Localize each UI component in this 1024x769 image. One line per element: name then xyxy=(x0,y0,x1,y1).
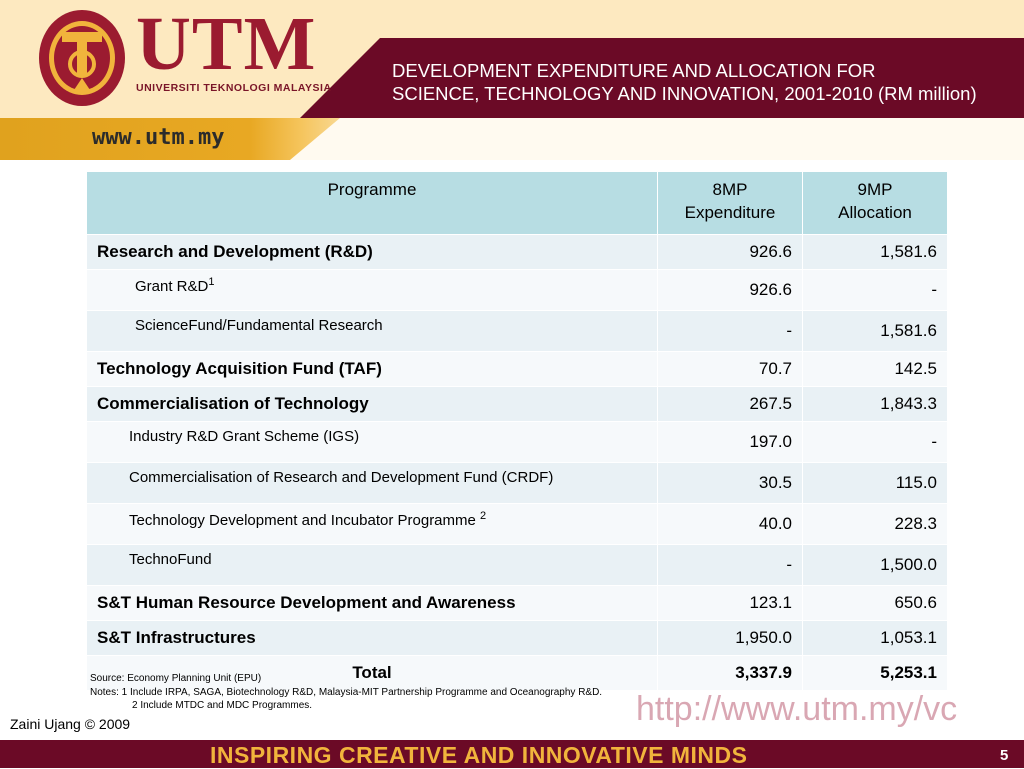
footnote-marker: 1 xyxy=(208,276,215,288)
header-8mp-label: 8MP xyxy=(712,180,748,199)
row-9mp-value: 142.5 xyxy=(802,351,948,387)
row-8mp-value: - xyxy=(657,544,803,586)
row-8mp-value: 267.5 xyxy=(657,386,803,422)
footer-slogan: INSPIRING CREATIVE AND INNOVATIVE MINDS xyxy=(210,742,748,768)
slide-title-line-2: SCIENCE, TECHNOLOGY AND INNOVATION, 2001… xyxy=(392,83,977,104)
header-8mp-expenditure: 8MP Expenditure xyxy=(657,171,803,235)
slide-title-line-1: DEVELOPMENT EXPENDITURE AND ALLOCATION F… xyxy=(392,60,876,81)
utm-logo-text: UTM xyxy=(136,2,317,86)
row-8mp-value: 30.5 xyxy=(657,462,803,504)
table-header-row: Programme 8MP Expenditure 9MP Allocation xyxy=(86,171,948,235)
website-strip xyxy=(0,118,340,160)
row-label: TechnoFund xyxy=(86,544,658,586)
header-programme: Programme xyxy=(86,171,658,235)
row-8mp-value: 926.6 xyxy=(657,269,803,311)
total-9mp-value: 5,253.1 xyxy=(802,655,948,691)
table-row: Technology Acquisition Fund (TAF) 70.7 1… xyxy=(86,351,948,387)
row-label: Commercialisation of Research and Develo… xyxy=(86,462,658,504)
table-row: S&T Infrastructures 1,950.0 1,053.1 xyxy=(86,620,948,656)
footer-bar xyxy=(0,740,1024,768)
row-8mp-value: 197.0 xyxy=(657,421,803,463)
row-8mp-value: 70.7 xyxy=(657,351,803,387)
table-row: ScienceFund/Fundamental Research - 1,581… xyxy=(86,310,948,352)
author-credit: Zaini Ujang © 2009 xyxy=(10,716,131,732)
utm-logo-subtitle: UNIVERSITI TEKNOLOGI MALAYSIA xyxy=(136,82,332,94)
row-9mp-value: 1,581.6 xyxy=(802,234,948,270)
header-9mp-allocation: 9MP Allocation xyxy=(802,171,948,235)
row-9mp-value: 115.0 xyxy=(802,462,948,504)
row-label-text: Technology Development and Incubator Pro… xyxy=(129,512,476,529)
table-row: TechnoFund - 1,500.0 xyxy=(86,544,948,586)
table-row: Commercialisation of Research and Develo… xyxy=(86,462,948,504)
table-total-row: Total 3,337.9 5,253.1 xyxy=(86,655,948,691)
row-8mp-value: - xyxy=(657,310,803,352)
footnote-marker: 2 xyxy=(480,510,487,522)
row-label: Grant R&D1 xyxy=(86,269,658,311)
row-label: S&T Human Resource Development and Aware… xyxy=(86,585,658,621)
row-label: Technology Development and Incubator Pro… xyxy=(86,503,658,545)
row-label: Commercialisation of Technology xyxy=(86,386,658,422)
total-label: Total xyxy=(86,655,658,691)
row-label: Research and Development (R&D) xyxy=(86,234,658,270)
expenditure-table: Programme 8MP Expenditure 9MP Allocation… xyxy=(86,171,948,691)
vc-url-watermark[interactable]: http://www.utm.my/vc xyxy=(636,690,958,728)
row-8mp-value: 40.0 xyxy=(657,503,803,545)
row-label: Industry R&D Grant Scheme (IGS) xyxy=(86,421,658,463)
total-8mp-value: 3,337.9 xyxy=(657,655,803,691)
website-url: www.utm.my xyxy=(92,125,225,150)
row-9mp-value: 1,843.3 xyxy=(802,386,948,422)
footnotes: Source: Economy Planning Unit (EPU) Note… xyxy=(90,672,602,713)
row-label-text: Grant R&D xyxy=(135,278,209,295)
table-row: Technology Development and Incubator Pro… xyxy=(86,503,948,545)
page-number: 5 xyxy=(1000,747,1009,764)
table-row: Commercialisation of Technology 267.5 1,… xyxy=(86,386,948,422)
utm-seal-logo xyxy=(39,10,125,106)
table-row: Grant R&D1 926.6 - xyxy=(86,269,948,311)
row-9mp-value: 1,053.1 xyxy=(802,620,948,656)
note-2: 2 Include MTDC and MDC Programmes. xyxy=(132,700,313,711)
row-9mp-value: 1,500.0 xyxy=(802,544,948,586)
header-expenditure-label: Expenditure xyxy=(684,203,776,222)
row-9mp-value: 1,581.6 xyxy=(802,310,948,352)
row-8mp-value: 926.6 xyxy=(657,234,803,270)
row-9mp-value: 650.6 xyxy=(802,585,948,621)
row-9mp-value: - xyxy=(802,421,948,463)
table-row: Industry R&D Grant Scheme (IGS) 197.0 - xyxy=(86,421,948,463)
header-allocation-label: Allocation xyxy=(838,203,912,222)
row-9mp-value: 228.3 xyxy=(802,503,948,545)
row-8mp-value: 1,950.0 xyxy=(657,620,803,656)
slide-title: DEVELOPMENT EXPENDITURE AND ALLOCATION F… xyxy=(392,59,1022,105)
table-row: S&T Human Resource Development and Aware… xyxy=(86,585,948,621)
row-label: ScienceFund/Fundamental Research xyxy=(86,310,658,352)
note-1: Notes: 1 Include IRPA, SAGA, Biotechnolo… xyxy=(90,686,603,698)
source-note: Source: Economy Planning Unit (EPU) xyxy=(90,673,262,684)
header-9mp-label: 9MP xyxy=(857,180,893,199)
header-fade-strip xyxy=(290,118,1024,160)
row-9mp-value: - xyxy=(802,269,948,311)
row-label: Technology Acquisition Fund (TAF) xyxy=(86,351,658,387)
row-label: S&T Infrastructures xyxy=(86,620,658,656)
row-8mp-value: 123.1 xyxy=(657,585,803,621)
table-row: Research and Development (R&D) 926.6 1,5… xyxy=(86,234,948,270)
title-banner xyxy=(300,38,1024,118)
